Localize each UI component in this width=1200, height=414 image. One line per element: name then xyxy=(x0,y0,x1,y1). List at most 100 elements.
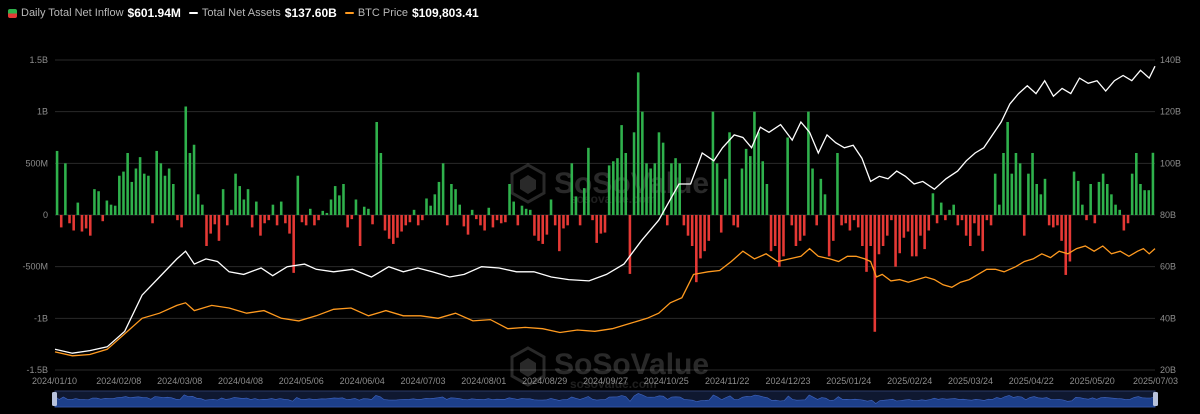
total-net-assets-line[interactable] xyxy=(54,65,1156,354)
inflow-bar xyxy=(172,184,175,215)
inflow-bar xyxy=(59,215,63,228)
inflow-bar xyxy=(346,215,349,228)
watermark-logo-icon xyxy=(510,346,546,387)
inflow-bar xyxy=(508,184,511,215)
inflow-bar xyxy=(856,215,860,228)
inflow-bar xyxy=(549,199,553,215)
inflow-bar xyxy=(715,163,719,215)
inflow-bar xyxy=(483,215,486,231)
legend-item-inflow[interactable]: Daily Total Net Inflow $601.94M xyxy=(8,6,181,20)
inflow-bar xyxy=(371,215,374,225)
range-navigator[interactable] xyxy=(52,390,1158,408)
inflow-bar xyxy=(919,215,922,236)
inflow-bar xyxy=(134,168,138,215)
inflow-bar xyxy=(130,181,134,215)
legend-assets-label: Total Net Assets xyxy=(201,7,281,19)
inflow-bar xyxy=(470,209,474,215)
inflow-bar xyxy=(553,215,557,226)
navigator-sparkline xyxy=(54,393,1156,408)
inflow-bar xyxy=(1039,194,1043,215)
x-tick-label: 2024/09/27 xyxy=(583,376,628,386)
inflow-bar xyxy=(499,215,503,224)
inflow-bar xyxy=(915,215,918,257)
inflow-bar xyxy=(827,215,831,257)
left-tick-label: 500M xyxy=(25,158,48,168)
inflow-bar xyxy=(665,215,669,226)
inflow-bar xyxy=(1031,153,1034,215)
inflow-bar xyxy=(93,189,96,215)
btc-price-line[interactable] xyxy=(54,245,1156,357)
inflow-bar xyxy=(1122,215,1126,231)
right-tick-label: 40B xyxy=(1160,313,1176,323)
left-tick-label: 0 xyxy=(43,210,48,220)
inflow-bar xyxy=(566,215,569,226)
x-tick-label: 2024/02/08 xyxy=(96,376,141,386)
inflow-bar xyxy=(296,175,300,215)
inflow-bar xyxy=(89,215,92,236)
navigator-left-handle[interactable] xyxy=(52,392,57,406)
inflow-bar xyxy=(205,215,208,246)
inflow-bar xyxy=(325,212,329,215)
x-tick-label: 2024/08/01 xyxy=(461,376,506,386)
inflow-bar xyxy=(225,215,229,226)
x-tick-label: 2024/06/04 xyxy=(340,376,385,386)
legend-item-assets[interactable]: Total Net Assets $137.60B xyxy=(188,6,337,20)
inflow-bar xyxy=(537,215,540,241)
inflow-bar xyxy=(55,150,59,215)
x-tick-label: 2024/05/06 xyxy=(279,376,324,386)
inflow-bar xyxy=(246,189,250,215)
assets-line-swatch-icon xyxy=(188,12,198,14)
inflow-bar xyxy=(815,215,818,226)
inflow-bar xyxy=(628,215,632,274)
inflow-bar xyxy=(977,215,980,236)
inflow-bar xyxy=(255,201,258,215)
x-tick-label: 2024/12/23 xyxy=(765,376,810,386)
inflow-bar xyxy=(350,215,354,220)
inflow-bar xyxy=(1135,153,1138,215)
inflow-bar xyxy=(288,215,291,234)
inflow-bar xyxy=(736,215,740,228)
inflow-bar xyxy=(574,196,578,215)
inflow-bar xyxy=(699,215,702,259)
inflow-bar xyxy=(1089,184,1092,215)
x-tick-label: 2024/03/08 xyxy=(157,376,202,386)
inflow-bar xyxy=(1143,190,1146,215)
inflow-bar xyxy=(939,202,943,215)
inflow-bar xyxy=(707,215,711,241)
x-tick-label: 2025/07/03 xyxy=(1133,376,1178,386)
inflow-bar xyxy=(412,209,416,215)
inflow-bar xyxy=(757,132,760,215)
inflow-bar xyxy=(807,111,810,215)
inflow-bar xyxy=(1126,215,1130,224)
x-tick-label: 2024/10/25 xyxy=(644,376,689,386)
legend-item-btc[interactable]: BTC Price $109,803.41 xyxy=(344,6,479,20)
inflow-bar xyxy=(587,147,590,215)
watermark-logo-icon xyxy=(510,163,546,204)
inflow-bar xyxy=(612,161,615,215)
inflow-bar xyxy=(192,144,196,215)
inflow-bar xyxy=(836,153,839,215)
inflow-bar xyxy=(595,215,598,243)
inflow-bar xyxy=(944,215,947,221)
navigator-right-handle[interactable] xyxy=(1153,392,1158,406)
inflow-bar xyxy=(1093,215,1097,224)
inflow-bar xyxy=(682,215,686,226)
inflow-bar xyxy=(358,215,362,246)
inflow-bar xyxy=(811,168,814,215)
inflow-bar xyxy=(1085,215,1088,221)
inflow-bar xyxy=(196,194,200,215)
inflow-bar xyxy=(749,156,752,215)
inflow-bar xyxy=(113,205,117,215)
inflow-bar xyxy=(362,206,366,215)
inflow-bar xyxy=(869,215,872,246)
inflow-bar xyxy=(852,215,856,221)
inflow-bar xyxy=(1114,204,1117,215)
inflow-bar xyxy=(342,184,345,215)
x-tick-label: 2024/11/22 xyxy=(705,376,749,386)
right-y-axis: 140B 120B 100B 80B 60B 40B 20B xyxy=(1160,55,1181,375)
btc-line-swatch-icon xyxy=(344,12,354,14)
x-tick-label: 2025/01/24 xyxy=(826,376,871,386)
inflow-bar xyxy=(661,142,665,215)
inflow-bar xyxy=(64,163,67,215)
